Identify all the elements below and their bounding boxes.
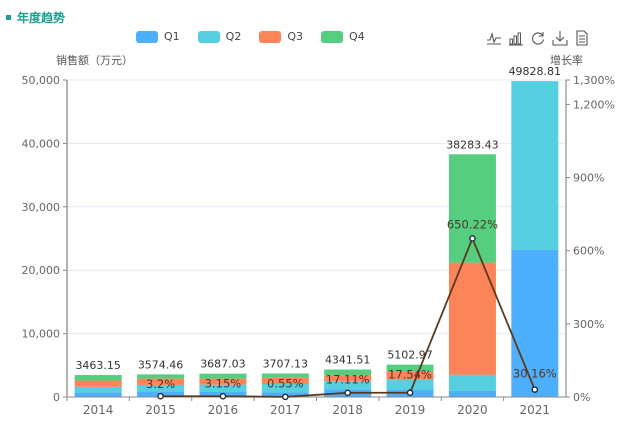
total-label: 3574.46: [138, 358, 184, 371]
bar-q4-2014: [74, 375, 122, 381]
legend-label: Q4: [349, 30, 365, 43]
chart-title-text: 年度趋势: [17, 11, 66, 25]
growth-point-2019: [406, 389, 414, 397]
y2-tick-label: 0%: [573, 391, 590, 404]
legend-swatch: [136, 30, 158, 43]
bar-q1-2014: [74, 392, 122, 397]
bar-q4-2016: [199, 373, 247, 379]
bar-q2-2017: [261, 384, 309, 393]
x-tick-label: 2021: [520, 403, 551, 417]
total-label: 3463.15: [75, 359, 121, 372]
bar-q3-2017: [261, 377, 309, 385]
legend-swatch: [259, 30, 282, 43]
legend-item-q1[interactable]: Q1: [136, 30, 180, 43]
growth-label: 3.2%: [146, 377, 175, 391]
bar-q1-2020: [448, 390, 496, 397]
line-chart-icon[interactable]: [486, 30, 502, 46]
total-label: 3687.03: [200, 358, 246, 371]
bar-q4-2018: [324, 369, 372, 376]
growth-label: 650.22%: [447, 217, 498, 231]
growth-label: 17.54%: [388, 368, 432, 382]
growth-point-2015: [157, 392, 164, 400]
bar-q1-2021: [511, 249, 559, 397]
y-tick-label: 30,000: [22, 201, 61, 214]
data-view-icon[interactable]: [574, 30, 590, 46]
legend-item-q2[interactable]: Q2: [197, 30, 242, 43]
legend-swatch: [321, 30, 344, 43]
bar-q4-2015: [137, 374, 185, 379]
bar-q2-2019: [386, 379, 434, 391]
x-tick-label: 2018: [332, 403, 363, 417]
bar-q3-2020: [448, 262, 496, 375]
bar-q2-2014: [74, 386, 122, 393]
x-tick-label: 2019: [395, 403, 426, 417]
legend-label: Q1: [164, 30, 180, 43]
y-tick-label: 0: [53, 391, 60, 404]
bar-q4-2019: [386, 364, 434, 372]
y2-tick-label: 600%: [573, 245, 604, 258]
legend-label: Q3: [287, 30, 304, 43]
bar-q3-2016: [199, 378, 247, 385]
growth-point-2016: [219, 392, 227, 400]
bar-q2-2021: [511, 81, 559, 250]
growth-label: 3.15%: [205, 377, 242, 391]
y2-tick-label: 1,300%: [573, 74, 615, 87]
total-label: 3707.13: [263, 357, 309, 370]
bar-q2-2016: [199, 384, 247, 392]
y-tick-label: 10,000: [22, 328, 61, 341]
y-tick-label: 50,000: [22, 74, 61, 87]
growth-point-2021: [531, 386, 539, 393]
restore-icon[interactable]: [530, 30, 546, 46]
bar-q3-2014: [74, 380, 122, 387]
total-label: 38283.43: [446, 138, 499, 151]
total-label: 4341.51: [325, 353, 371, 366]
download-icon[interactable]: [552, 30, 568, 46]
bar-q3-2015: [137, 378, 185, 385]
growth-label: 30.16%: [513, 367, 557, 381]
growth-point-2017: [282, 393, 289, 401]
bar-chart-icon[interactable]: [508, 30, 524, 46]
legend-item-q3[interactable]: Q3: [259, 30, 303, 43]
bar-q4-2017: [261, 373, 309, 378]
bar-q2-2018: [324, 381, 372, 390]
y-tick-label: 40,000: [22, 137, 61, 150]
x-tick-label: 2020: [457, 403, 488, 417]
y-tick-label: 20,000: [22, 264, 61, 277]
y2-tick-label: 900%: [573, 172, 604, 185]
bar-q3-2018: [324, 375, 372, 382]
legend-swatch: [197, 30, 220, 43]
bar-q2-2015: [137, 384, 185, 392]
legend: Q1 Q2 Q3 Q4: [136, 30, 383, 43]
bar-q3-2019: [386, 371, 434, 380]
growth-label: 17.11%: [326, 372, 370, 386]
total-label: 49828.81: [509, 65, 562, 78]
growth-label: 0.55%: [267, 376, 304, 390]
chart-title: 年度趋势: [6, 9, 65, 26]
toolbox: [486, 30, 596, 46]
total-label: 5102.97: [387, 349, 433, 362]
x-tick-label: 2014: [83, 403, 114, 417]
title-marker: [6, 15, 11, 20]
y-axis-title-right: 增长率: [550, 54, 583, 67]
x-tick-label: 2017: [270, 403, 301, 417]
legend-item-q4[interactable]: Q4: [321, 30, 365, 43]
x-tick-label: 2016: [208, 403, 239, 417]
y2-tick-label: 1,200%: [573, 98, 615, 111]
y2-tick-label: 300%: [573, 318, 604, 331]
legend-label: Q2: [225, 30, 242, 43]
growth-point-2020: [469, 235, 476, 242]
bar-q4-2020: [448, 154, 496, 263]
growth-point-2018: [344, 389, 351, 397]
y-axis-title-left: 销售额（万元）: [56, 54, 133, 67]
bar-q2-2020: [448, 374, 496, 391]
x-tick-label: 2015: [145, 403, 176, 417]
